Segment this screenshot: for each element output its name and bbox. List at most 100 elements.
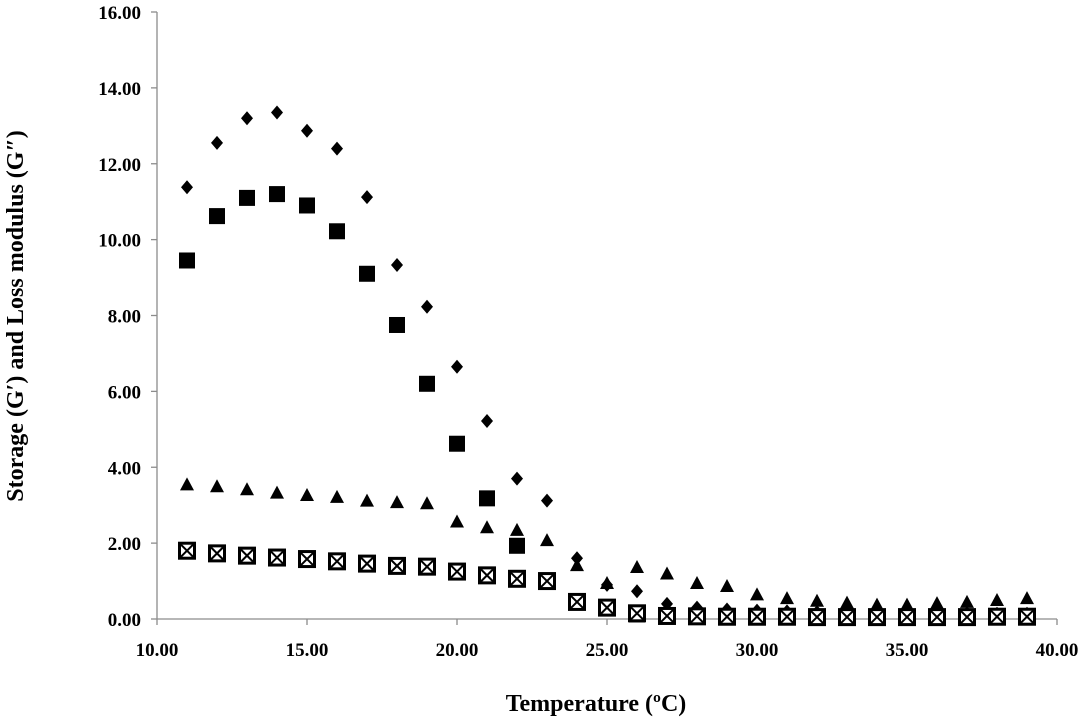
- triangle-point: [630, 560, 644, 574]
- boxed-x-cross-b: [600, 600, 614, 615]
- square-point: [389, 316, 405, 333]
- triangle-point: [240, 482, 254, 496]
- triangle-point: [330, 489, 344, 503]
- boxed-x-cross-b: [630, 606, 644, 621]
- diamond-point: [241, 111, 253, 126]
- boxed-x-cross-b: [330, 554, 344, 569]
- diamond-point: [211, 135, 223, 150]
- boxed-x-point: [568, 592, 586, 611]
- square-point: [239, 189, 255, 206]
- y-tick-label: 0.00: [108, 610, 141, 631]
- x-tick-label: 10.00: [136, 640, 179, 661]
- triangle-point: [450, 514, 464, 528]
- boxed-x-point: [658, 606, 676, 625]
- y-tick-label: 2.00: [108, 534, 141, 555]
- boxed-x-point: [358, 554, 376, 573]
- square-point: [179, 252, 195, 269]
- square-point: [509, 537, 525, 554]
- x-tick-label: 35.00: [886, 640, 929, 661]
- diamond-point: [271, 105, 283, 120]
- boxed-x-point: [718, 607, 736, 626]
- x-tick-label: 30.00: [736, 640, 779, 661]
- triangle-point: [900, 597, 914, 611]
- diamond-point: [391, 258, 403, 273]
- triangle-point: [1020, 591, 1034, 605]
- boxed-x-cross-b: [180, 544, 194, 558]
- boxed-x-cross-b: [990, 610, 1004, 624]
- square-point: [299, 197, 315, 214]
- boxed-x-cross-b: [390, 559, 404, 573]
- boxed-x-point: [238, 546, 256, 565]
- triangle-point: [690, 575, 704, 589]
- diamond-point: [631, 584, 643, 599]
- boxed-x-point: [268, 548, 286, 567]
- boxed-x-cross-b: [840, 610, 854, 624]
- boxed-x-cross-b: [570, 595, 584, 609]
- triangle-point: [930, 596, 944, 610]
- square-point: [449, 435, 465, 452]
- y-tick-label: 16.00: [98, 3, 141, 24]
- triangle-point: [270, 485, 284, 499]
- triangle-point: [720, 578, 734, 592]
- diamond-point: [541, 493, 553, 508]
- y-axis-title: Storage (G′) and Loss modulus (G″): [3, 130, 29, 501]
- boxed-x-point: [448, 562, 466, 581]
- boxed-x-point: [838, 608, 856, 627]
- triangle-point: [990, 593, 1004, 607]
- triangle-point: [600, 575, 614, 589]
- square-point: [209, 208, 225, 225]
- boxed-x-point: [778, 607, 796, 626]
- x-tick-label: 15.00: [286, 640, 329, 661]
- boxed-x-cross-b: [300, 552, 314, 566]
- boxed-x-point: [508, 569, 526, 588]
- boxed-x-cross-b: [1020, 610, 1034, 624]
- boxed-x-point: [1018, 607, 1036, 626]
- triangle-point: [540, 533, 554, 547]
- boxed-x-point: [298, 550, 316, 569]
- triangle-point: [960, 594, 974, 608]
- boxed-x-point: [478, 566, 496, 585]
- y-tick-label: 4.00: [108, 458, 141, 479]
- boxed-x-cross-b: [270, 550, 284, 565]
- boxed-x-cross-b: [900, 610, 914, 624]
- square-point: [329, 223, 345, 240]
- boxed-x-point: [748, 607, 766, 626]
- diamond-point: [331, 141, 343, 156]
- triangle-point: [660, 566, 674, 580]
- series-4-boxed-x: [178, 541, 1036, 627]
- boxed-x-point: [208, 544, 226, 563]
- square-point: [479, 490, 495, 507]
- square-point: [359, 265, 375, 282]
- triangle-point: [750, 587, 764, 601]
- boxed-x-point: [598, 598, 616, 617]
- boxed-x-cross-b: [360, 556, 374, 571]
- boxed-x-cross-b: [480, 568, 494, 583]
- chart-axes: [156, 12, 1057, 620]
- diamond-point: [421, 299, 433, 314]
- boxed-x-point: [868, 608, 886, 627]
- boxed-x-cross-b: [540, 574, 554, 588]
- square-point: [269, 186, 285, 203]
- boxed-x-cross-b: [210, 546, 224, 561]
- triangle-point: [360, 493, 374, 507]
- triangle-point: [390, 495, 404, 509]
- boxed-x-point: [388, 556, 406, 575]
- boxed-x-cross-b: [750, 610, 764, 624]
- triangle-point: [870, 597, 884, 611]
- x-axis-ticks: 10.00 15.00 20.00 25.00 30.00 35.00 40.00: [136, 619, 1078, 661]
- x-tick-label: 25.00: [586, 640, 629, 661]
- boxed-x-cross-b: [240, 548, 254, 563]
- diamond-point: [511, 471, 523, 486]
- triangle-point: [570, 558, 584, 572]
- triangle-point: [420, 496, 434, 510]
- boxed-x-point: [628, 604, 646, 623]
- boxed-x-point: [328, 552, 346, 571]
- x-axis-title: Temperature (ºC): [506, 691, 687, 717]
- triangle-point: [780, 591, 794, 605]
- boxed-x-point: [688, 607, 706, 626]
- triangle-point: [300, 487, 314, 501]
- boxed-x-point: [928, 608, 946, 627]
- boxed-x-point: [958, 608, 976, 627]
- series-1-diamond: [181, 105, 1033, 621]
